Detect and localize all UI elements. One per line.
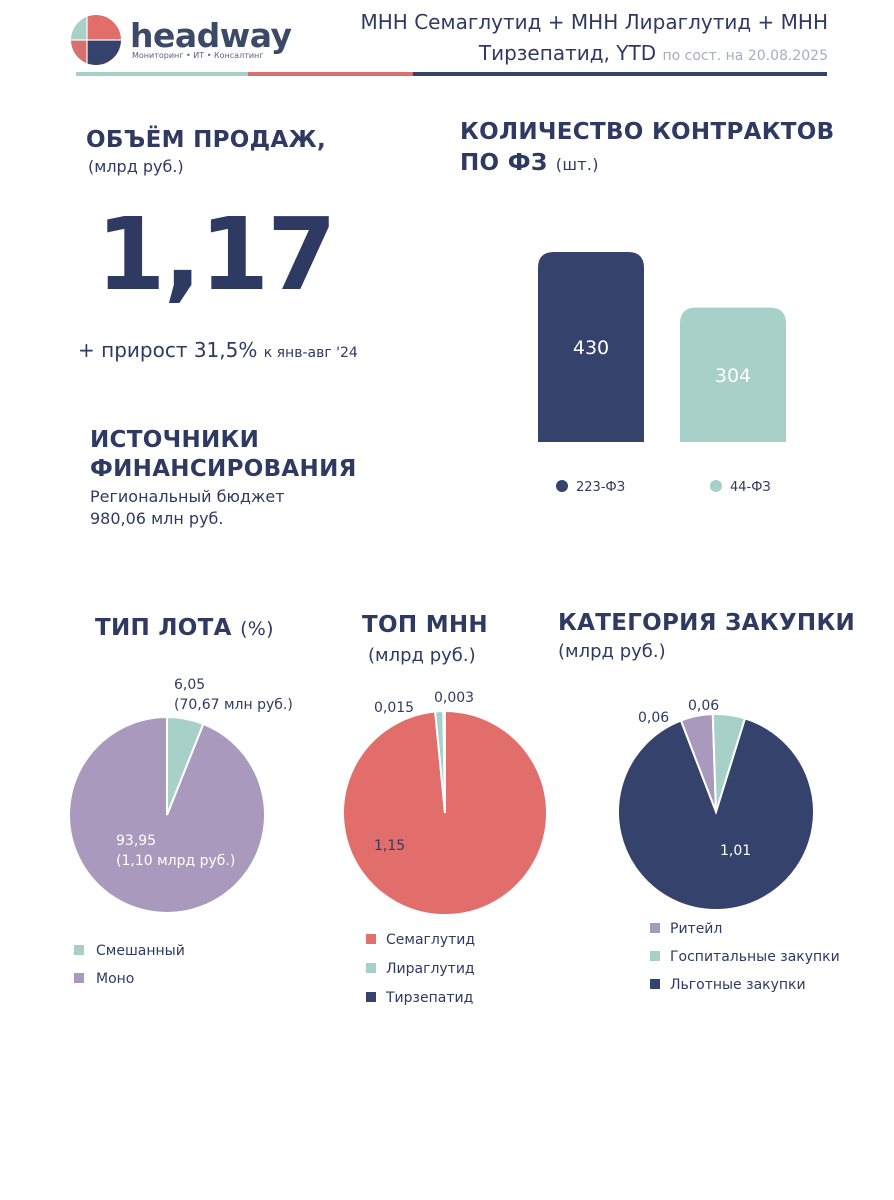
legend-label-тирзепатид: Тирзепатид [385,990,473,1006]
brand-name: headway [130,16,292,55]
legend-label-льготные-закупки: Льготные закупки [670,977,806,993]
legend-label-223-фз: 223-ФЗ [576,480,625,495]
contracts-title-fz: ПО ФЗ [460,150,548,176]
slice-моно [68,715,266,914]
funding-source: Региональный бюджет [90,487,285,506]
legend-marker [710,480,722,492]
header-rule-teal [76,72,248,76]
contracts-unit: (шт.) [555,155,599,174]
growth-main: + прирост 31,5% [78,338,258,362]
legend-marker [366,963,376,973]
legend-label-семаглутид: Семаглутид [386,932,475,948]
lot-type-pie-chart: 6,05 (70,67 млн руб.) 93,95 (1,10 млрд руб.… [68,677,293,987]
legend-label-смешанный: Смешанный [96,943,185,959]
slice-label-gospitalnye: 0,06 [688,698,719,714]
funding-amount: 980,06 млн руб. [90,509,224,528]
slice-label-liraglutid: 0,015 [374,700,414,716]
purchase-category-unit: (млрд руб.) [558,641,666,662]
purchase-category-title: КАТЕГОРИЯ ЗАКУПКИ [558,610,856,636]
slice-label-tirzepatid: 0,003 [434,690,474,706]
legend-marker [650,951,660,961]
legend-marker [556,480,568,492]
legend-marker [74,973,84,983]
report-title-line2: Тирзепатид, YTD по сост. на 20.08.2025 [479,41,828,65]
legend-label-44-фз: 44-ФЗ [730,480,771,495]
lot-type-unit: (%) [240,618,274,640]
bar-223-фз [538,252,644,442]
headway-logo-icon [71,15,121,65]
sales-growth: + прирост 31,5% к янв-авг '24 [78,338,358,362]
header-rule-navy [413,72,827,76]
report-date: по сост. на 20.08.2025 [662,48,828,64]
legend-marker [366,992,376,1002]
slice-тирзепатид [442,709,446,814]
legend-marker [74,945,84,955]
slice-label-mono: 93,95 [116,833,156,849]
slice-label-riteyl: 0,06 [638,710,669,726]
top-inn-unit: (млрд руб.) [368,645,476,666]
bar-44-фз [680,307,786,442]
legend-label-моно: Моно [96,971,134,987]
legend-marker [650,979,660,989]
brand-tagline: Мониторинг • ИТ • Консалтинг [132,51,264,60]
sales-title: ОБЪЁМ ПРОДАЖ, [86,127,327,153]
slice-label-lgotnye: 1,01 [720,843,751,859]
legend-marker [650,923,660,933]
legend-label-ритейл: Ритейл [670,921,722,937]
sales-unit: (млрд руб.) [88,157,184,176]
lot-type-title-text: ТИП ЛОТА [95,615,232,641]
header-rule-red [248,72,413,76]
contracts-title: КОЛИЧЕСТВО КОНТРАКТОВ [460,119,835,145]
purchase-category-pie-chart: 0,06 0,06 1,01 Ритейл Госпитальные закупки Ль… [617,698,840,993]
top-inn-pie-chart: 1,15 0,015 0,003 Семаглутид Лираглутид Тирзеп… [342,690,548,1006]
legend-marker [366,934,376,944]
report-title-products: Тирзепатид, YTD [478,41,657,65]
contracts-title-line2: ПО ФЗ (шт.) [460,150,599,176]
contracts-bar-chart: 430 223-ФЗ 304 44-ФЗ [538,252,786,495]
funding-title-line1: ИСТОЧНИКИ [90,427,260,453]
legend-label-госпитальные-закупки: Госпитальные закупки [670,949,840,965]
growth-suffix: к янв-авг '24 [263,345,358,361]
slice-sublabel-mono: (1,10 млрд руб.) [116,853,235,869]
sales-value: 1,17 [96,196,337,313]
slice-sublabel-smeshanny: (70,67 млн руб.) [174,697,293,713]
report-title-line1: МНН Семаглутид + МНН Лираглутид + МНН [360,10,828,34]
slice-label-semaglutid: 1,15 [374,838,405,854]
funding-title-line2: ФИНАНСИРОВАНИЯ [90,456,357,482]
lot-type-title: ТИП ЛОТА (%) [95,615,274,641]
bar-value-label: 430 [573,337,609,359]
slice-льготные-закупки [617,717,815,911]
top-inn-title: ТОП МНН [362,612,488,638]
legend-label-лираглутид: Лираглутид [386,961,475,977]
bar-value-label: 304 [715,365,751,387]
slice-label-smeshanny: 6,05 [174,677,205,693]
